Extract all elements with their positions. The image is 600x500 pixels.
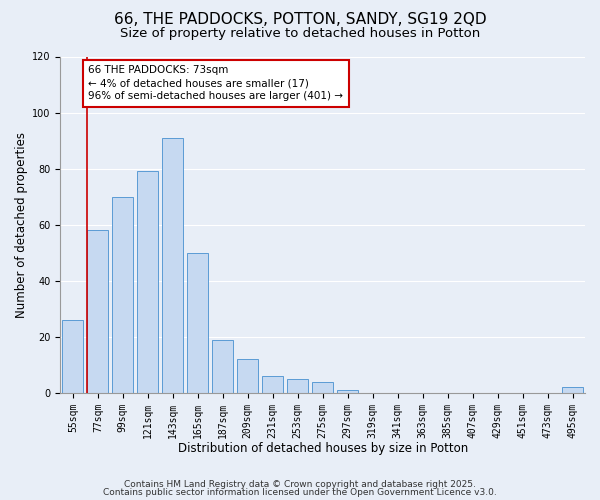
- Bar: [212, 340, 233, 393]
- Bar: [87, 230, 109, 393]
- Bar: [287, 379, 308, 393]
- Bar: [262, 376, 283, 393]
- X-axis label: Distribution of detached houses by size in Potton: Distribution of detached houses by size …: [178, 442, 468, 455]
- Bar: [162, 138, 184, 393]
- Text: 66 THE PADDOCKS: 73sqm
← 4% of detached houses are smaller (17)
96% of semi-deta: 66 THE PADDOCKS: 73sqm ← 4% of detached …: [88, 65, 343, 102]
- Text: 66, THE PADDOCKS, POTTON, SANDY, SG19 2QD: 66, THE PADDOCKS, POTTON, SANDY, SG19 2Q…: [113, 12, 487, 28]
- Text: Size of property relative to detached houses in Potton: Size of property relative to detached ho…: [120, 28, 480, 40]
- Bar: [112, 196, 133, 393]
- Bar: [562, 388, 583, 393]
- Text: Contains public sector information licensed under the Open Government Licence v3: Contains public sector information licen…: [103, 488, 497, 497]
- Bar: [337, 390, 358, 393]
- Text: Contains HM Land Registry data © Crown copyright and database right 2025.: Contains HM Land Registry data © Crown c…: [124, 480, 476, 489]
- Bar: [187, 252, 208, 393]
- Y-axis label: Number of detached properties: Number of detached properties: [15, 132, 28, 318]
- Bar: [312, 382, 334, 393]
- Bar: [62, 320, 83, 393]
- Bar: [137, 172, 158, 393]
- Bar: [237, 359, 259, 393]
